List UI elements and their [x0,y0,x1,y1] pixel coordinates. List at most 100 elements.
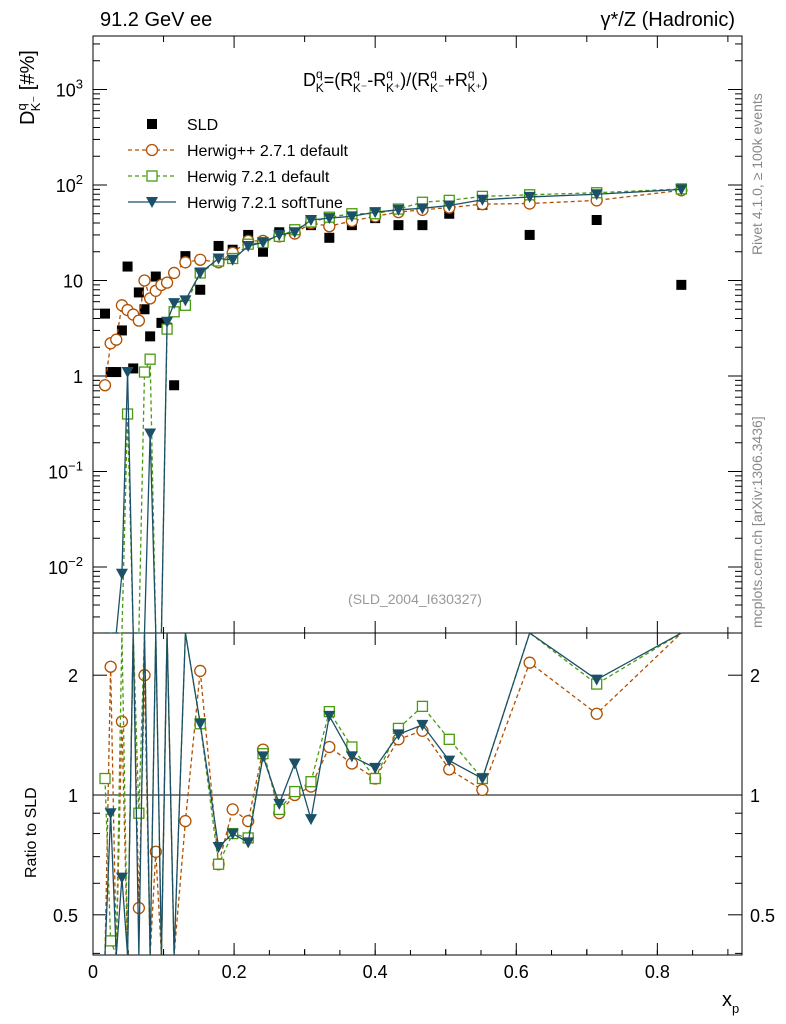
y-tick-label: 102 [56,172,83,196]
legend-marker [145,143,159,157]
legend-label: SLD [187,117,218,134]
ratio-point [289,785,301,798]
header-right: γ*/Z (Hadronic) [601,9,735,31]
legend: SLD Herwig++ 2.7.1 default Herwig 7.2.1 de… [128,117,349,212]
x-tick-label: 0 [88,962,98,982]
ratio-point [257,751,270,763]
ratio-line [104,631,682,956]
ratio-point [476,783,489,797]
data-point [213,240,224,251]
formula-title: Dq K=(Rq K⁻-Rq K⁺)/(Rq K⁻+Rq K⁺) [303,67,488,95]
data-point [324,232,335,243]
data-point [150,271,161,282]
ratio-tick-label: 0.5 [53,906,78,926]
ratio-tick-label-right: 0.5 [750,906,775,926]
y-tick-label: 10−1 [48,459,83,483]
ratio-point [115,872,128,884]
ratio-tick-label-right: 1 [750,786,760,806]
data-point [169,380,180,391]
rivet-label: Rivet 4.1.0, ≥ 100k events [749,93,765,255]
ratio-point [242,837,255,849]
ratio-point [369,772,381,785]
ratio-point [369,762,382,774]
ratio-tick-label-right: 2 [750,666,760,686]
data-point [523,191,536,203]
ratio-point [212,842,225,854]
series-3 [104,184,688,634]
data-point [110,333,123,346]
data-point [345,211,358,223]
data-point [145,331,156,342]
ratio-point [138,669,151,682]
data-point [675,184,688,196]
ratio-y-title: Ratio to SLD [23,787,40,878]
ratio-point [132,901,146,915]
mcplots-label: mcplots.cern.ch [arXiv:1306.3436] [749,416,765,628]
ratio-tick-label: 2 [68,666,78,686]
x-tick-label: 0.4 [363,962,388,982]
ratio-point [590,674,603,686]
watermark: (SLD_2004_I630327) [348,591,482,607]
ratio-point [443,733,455,745]
legend-label: Herwig 7.2.1 softTune [187,195,343,212]
x-tick-label: 0.6 [504,962,529,982]
data-point [179,295,192,307]
data-point [144,428,157,440]
ratio-point [590,707,603,720]
legend-marker [147,119,157,129]
ratio-point [416,719,429,731]
data-point [98,379,112,392]
legend-marker [146,170,158,182]
data-point [121,367,134,379]
data-point [392,204,405,216]
axis-ticks: 0 0.2 0.4 0.6 0.8 10−2 10−1 1 10 102 103 0.5 0.5 1 1 2 2 [48,36,775,982]
data-point [160,276,174,289]
ratio-point [323,740,336,754]
data-point [195,284,206,295]
data-point [323,213,336,225]
data-point [179,256,192,269]
y-tick-label: 10 [63,272,83,292]
ratio-point [226,803,239,816]
ratio-point [115,715,129,728]
data-point [115,568,128,580]
series-2 [104,183,687,634]
ratio-point [345,751,358,763]
ratio-point [99,772,111,785]
data-point [132,314,146,327]
data-point [168,298,181,310]
ratio-point [305,776,317,788]
data-point [476,194,489,206]
data-point [138,274,151,287]
ratio-point [104,935,117,947]
data-point [226,254,239,266]
main-series-group [98,183,688,634]
x-tick-label: 0.8 [645,962,670,982]
data-point [167,266,181,280]
data-point [194,267,207,279]
data-point [444,208,455,219]
ratio-point [194,664,207,678]
x-axis-title: xp [722,989,739,1016]
ratio-series-group [99,631,682,956]
ratio-tick-label: 1 [68,786,78,806]
data-point [105,367,116,378]
ratio-point [273,798,286,810]
ratio-plot-frame [92,632,743,956]
ratio-point [149,845,162,858]
data-point [194,253,207,266]
data-point [369,207,382,219]
data-point [99,308,110,319]
data-point [121,408,134,420]
ratio-point [226,828,239,840]
data-point [212,253,225,265]
data-point [116,325,127,336]
ratio-point [194,718,207,730]
series-line [104,188,682,634]
data-point [288,227,301,239]
ratio-point [416,700,429,713]
data-point [139,304,150,315]
data-point [304,215,317,227]
data-point [133,287,144,298]
data-point [122,261,133,272]
